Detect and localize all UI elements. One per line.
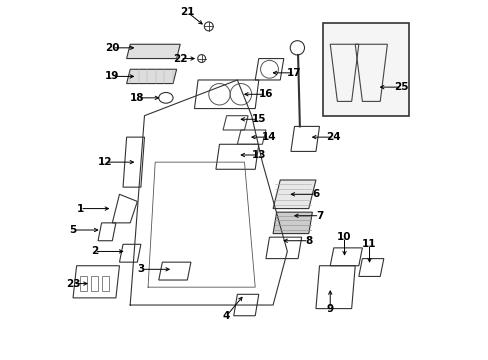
Text: 17: 17 [286, 68, 301, 78]
Text: 18: 18 [130, 93, 144, 103]
Text: 2: 2 [91, 247, 98, 256]
Text: 9: 9 [326, 303, 333, 314]
Polygon shape [272, 180, 315, 208]
Bar [102, 276, 108, 291]
Text: 21: 21 [180, 7, 194, 17]
Text: 8: 8 [305, 236, 312, 246]
Text: 10: 10 [337, 232, 351, 242]
Text: 5: 5 [69, 225, 77, 235]
Text: 19: 19 [105, 71, 119, 81]
Polygon shape [126, 44, 180, 59]
Text: 16: 16 [258, 89, 273, 99]
Text: 25: 25 [394, 82, 408, 92]
Polygon shape [272, 212, 312, 234]
Polygon shape [126, 69, 176, 84]
Text: 22: 22 [173, 54, 187, 64]
Text: 20: 20 [105, 43, 120, 53]
Text: 14: 14 [262, 132, 276, 142]
Text: 15: 15 [251, 114, 265, 124]
Text: 3: 3 [137, 264, 144, 274]
Bar [80, 276, 87, 291]
Text: 6: 6 [312, 189, 319, 199]
Bar [91, 276, 98, 291]
Text: 7: 7 [315, 211, 323, 221]
Text: 11: 11 [362, 239, 376, 249]
Text: 4: 4 [223, 311, 230, 321]
Bar [323, 23, 408, 116]
Text: 23: 23 [66, 279, 80, 289]
Text: 13: 13 [251, 150, 265, 160]
Text: 12: 12 [98, 157, 112, 167]
Text: 1: 1 [77, 203, 83, 213]
Text: 24: 24 [326, 132, 341, 142]
